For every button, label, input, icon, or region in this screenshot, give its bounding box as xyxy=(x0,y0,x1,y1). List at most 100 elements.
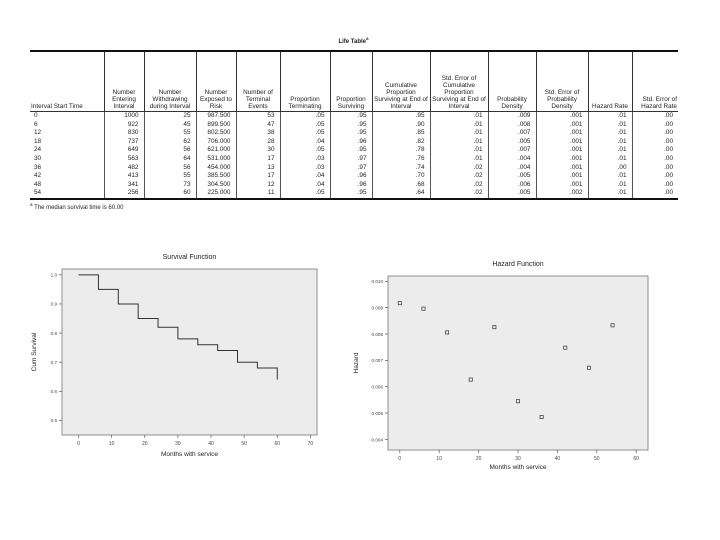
table-cell: 45 xyxy=(143,120,197,130)
table-cell: .01 xyxy=(429,146,489,155)
table-cell: .00 xyxy=(587,163,633,173)
table-cell: .004 xyxy=(487,154,537,164)
table-cell: .02 xyxy=(429,189,489,200)
table-cell: .95 xyxy=(329,189,373,200)
y-axis-label: Cum Survival xyxy=(31,332,38,371)
table-cell: 54 xyxy=(30,189,105,200)
table-cell: .00 xyxy=(631,154,678,164)
hazard-point xyxy=(563,345,568,350)
table-cell: .01 xyxy=(587,189,633,200)
table-cell: .01 xyxy=(429,154,489,164)
chart-title: Hazard Function xyxy=(492,261,543,268)
table-cell: 531.000 xyxy=(195,154,237,164)
table-cell: .005 xyxy=(487,137,537,147)
table-cell: .006 xyxy=(487,180,537,190)
table-cell: 18 xyxy=(30,137,105,147)
table-cell: 6 xyxy=(30,120,105,130)
hazard-function-svg: Hazard Function 0 10 20 30 40 50 60 0.004 0.005 0.… xyxy=(353,261,649,471)
table-cell: .00 xyxy=(631,137,678,147)
table-cell: 55 xyxy=(143,172,197,181)
table-cell: .96 xyxy=(329,137,373,147)
table-cell: .001 xyxy=(535,154,589,164)
table-cell: 73 xyxy=(143,180,197,190)
y-tick-label: 0.008 xyxy=(372,332,384,337)
table-cell: 56 xyxy=(143,163,197,173)
table-cell: .00 xyxy=(631,146,678,155)
table-cell: 30 xyxy=(235,146,281,155)
x-tick-label: 10 xyxy=(436,456,442,462)
y-tick-label: 0.7 xyxy=(51,360,58,365)
table-cell: 17 xyxy=(235,154,281,164)
column-header: Number Withdrawing during Interval xyxy=(143,50,197,112)
table-cell: .01 xyxy=(429,120,489,130)
table-cell: .01 xyxy=(429,137,489,147)
table-cell: .96 xyxy=(329,180,373,190)
x-tick-label: 0 xyxy=(77,441,80,447)
table-footnote: a The median survival time is 60.00 xyxy=(30,202,124,211)
column-header: Hazard Rate xyxy=(587,50,633,112)
table-cell: .005 xyxy=(487,189,537,200)
y-tick-label: 0.009 xyxy=(372,305,384,310)
table-cell: .97 xyxy=(329,154,373,164)
table-cell: .004 xyxy=(487,163,537,173)
table-cell: .95 xyxy=(329,146,373,155)
hazard-point xyxy=(586,365,591,370)
table-cell: 1000 xyxy=(103,111,145,121)
y-tick-label: 0.8 xyxy=(51,331,58,336)
table-cell: .01 xyxy=(429,111,489,121)
table-cell: .95 xyxy=(329,129,373,138)
table-cell: 42 xyxy=(30,172,105,181)
table-title: Life Tablea xyxy=(338,36,369,45)
y-tick-label: 0.9 xyxy=(51,302,58,307)
table-cell: 24 xyxy=(30,146,105,155)
table-cell: .001 xyxy=(535,120,589,130)
table-cell: .95 xyxy=(329,111,373,121)
table-row: 42 413 55 385.500 17.04.96.70.02.005.001.01.… xyxy=(30,172,678,181)
table-cell: 899.500 xyxy=(195,120,237,130)
column-header: Std. Error of Hazard Rate xyxy=(631,50,678,112)
y-tick-label: 0.6 xyxy=(51,389,58,394)
table-cell: 12 xyxy=(30,129,105,138)
hazard-point xyxy=(397,301,402,306)
survival-step-line xyxy=(78,274,278,380)
y-axis-label: Hazard xyxy=(353,352,360,373)
x-tick-label: 10 xyxy=(109,441,115,447)
table-cell: 13 xyxy=(235,163,281,173)
table-cell: .04 xyxy=(279,180,331,190)
table-cell: .00 xyxy=(631,180,678,190)
table-cell: .70 xyxy=(371,172,431,181)
x-axis-label: Months with service xyxy=(489,464,546,471)
table-cell: .90 xyxy=(371,120,431,130)
table-cell: 64 xyxy=(143,154,197,164)
x-tick-label: 20 xyxy=(142,441,148,447)
hazard-function-chart: Hazard Function 0 10 20 30 40 50 60 0.004 0.005 0.… xyxy=(350,250,660,485)
column-header: Interval Start Time xyxy=(30,50,105,112)
table-cell: .05 xyxy=(279,146,331,155)
table-row: 24 649 56 621.000 30.05.95.78.01.007.001.01.… xyxy=(30,146,678,155)
table-cell: 413 xyxy=(103,172,145,181)
x-tick-label: 30 xyxy=(515,456,521,462)
table-cell: 36 xyxy=(30,163,105,173)
table-cell: 737 xyxy=(103,137,145,147)
column-header: Number Entering Interval xyxy=(103,50,145,112)
table-cell: .001 xyxy=(535,146,589,155)
x-tick-label: 0 xyxy=(398,456,401,462)
table-cell: 60 xyxy=(143,189,197,200)
table-cell: .03 xyxy=(279,163,331,173)
table-cell: 649 xyxy=(103,146,145,155)
table-cell: .01 xyxy=(587,172,633,181)
table-cell: 25 xyxy=(143,111,197,121)
hazard-point xyxy=(539,415,544,419)
table-cell: 341 xyxy=(103,180,145,190)
column-header: Probability Density xyxy=(487,50,537,112)
plot-area xyxy=(387,275,649,451)
table-cell: .001 xyxy=(535,129,589,138)
x-tick-label: 60 xyxy=(274,441,280,447)
column-header: Proportion Surviving xyxy=(329,50,373,112)
table-cell: .96 xyxy=(329,172,373,181)
table-cell: 0 xyxy=(30,111,105,121)
table-cell: .04 xyxy=(279,172,331,181)
table-cell: 385.500 xyxy=(195,172,237,181)
x-tick-label: 70 xyxy=(308,441,314,447)
table-cell: 47 xyxy=(235,120,281,130)
